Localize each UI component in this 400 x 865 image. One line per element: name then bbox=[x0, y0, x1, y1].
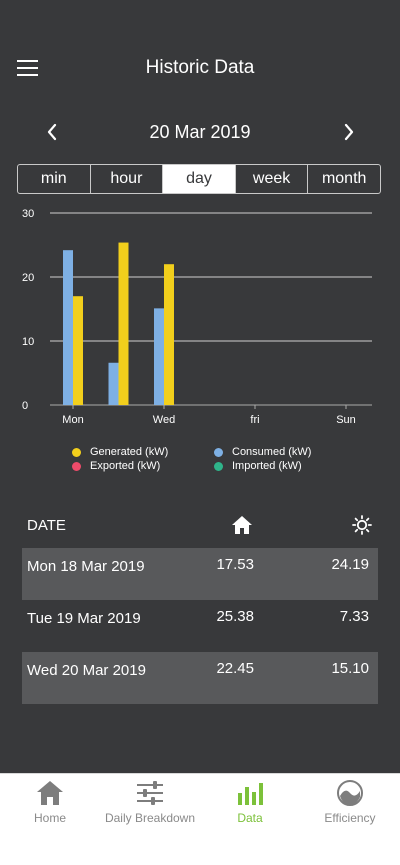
row-home-value: 22.45 bbox=[216, 660, 254, 677]
table-row[interactable]: Tue 19 Mar 2019 25.38 7.33 bbox=[22, 600, 378, 652]
screen: Historic Data 20 Mar 2019 min hour day w… bbox=[0, 0, 400, 773]
legend-dot bbox=[72, 461, 81, 471]
x-tick-label: fri bbox=[250, 414, 259, 426]
row-date: Mon 18 Mar 2019 bbox=[27, 558, 145, 575]
y-tick-label: 30 bbox=[22, 208, 34, 220]
home-icon bbox=[36, 779, 64, 807]
nav-data-label: Data bbox=[237, 811, 263, 825]
legend-imported: Imported (kW) bbox=[214, 460, 302, 472]
row-sun-value: 24.19 bbox=[331, 556, 369, 573]
gauge-icon bbox=[336, 779, 364, 807]
y-tick-label: 0 bbox=[22, 400, 28, 412]
x-tick-label: Mon bbox=[62, 414, 83, 426]
row-home-value: 17.53 bbox=[216, 556, 254, 573]
date-label: 20 Mar 2019 bbox=[149, 122, 251, 142]
legend-generated: Generated (kW) bbox=[72, 446, 168, 458]
page-title: Historic Data bbox=[145, 57, 255, 78]
legend-consumed: Consumed (kW) bbox=[214, 446, 311, 458]
bar-generated bbox=[118, 242, 129, 405]
bar-consumed bbox=[154, 308, 164, 405]
x-tick-label: Wed bbox=[153, 414, 175, 426]
home-icon bbox=[231, 515, 253, 540]
row-date: Tue 19 Mar 2019 bbox=[27, 610, 141, 627]
legend-label: Consumed (kW) bbox=[232, 446, 312, 458]
legend-label: Generated (kW) bbox=[90, 446, 169, 458]
legend-dot bbox=[214, 447, 223, 457]
bar-consumed bbox=[63, 250, 73, 405]
nav-daily-breakdown-label: Daily Breakdown bbox=[104, 811, 196, 825]
bar-generated bbox=[164, 264, 174, 405]
column-header-date: DATE bbox=[27, 517, 66, 534]
tab-min[interactable]: min bbox=[18, 165, 91, 193]
row-date: Wed 20 Mar 2019 bbox=[27, 662, 146, 679]
row-home-value: 25.38 bbox=[216, 608, 254, 625]
legend-dot bbox=[214, 461, 223, 471]
y-tick-label: 20 bbox=[22, 272, 34, 284]
tab-week[interactable]: week bbox=[236, 165, 309, 193]
tab-month[interactable]: month bbox=[321, 170, 367, 187]
nav-home-label: Home bbox=[33, 811, 66, 825]
bar-generated bbox=[73, 296, 83, 405]
tab-day[interactable]: day bbox=[163, 165, 236, 193]
y-tick-label: 10 bbox=[22, 336, 34, 348]
nav-data[interactable]: Data bbox=[200, 774, 300, 834]
legend-label: Imported (kW) bbox=[232, 460, 302, 472]
bottom-nav: Home Daily Breakdown Data Efficiency bbox=[0, 773, 400, 865]
nav-efficiency-label: Efficiency bbox=[324, 811, 376, 825]
chevron-left-icon[interactable] bbox=[40, 119, 64, 145]
sliders-icon bbox=[136, 779, 164, 807]
nav-home[interactable]: Home bbox=[0, 774, 100, 834]
nav-daily-breakdown[interactable]: Daily Breakdown bbox=[100, 774, 200, 834]
nav-efficiency[interactable]: Efficiency bbox=[300, 774, 400, 834]
legend-dot bbox=[72, 447, 81, 457]
row-sun-value: 15.10 bbox=[331, 660, 369, 677]
row-sun-value: 7.33 bbox=[339, 608, 369, 625]
table-row[interactable]: Wed 20 Mar 2019 22.45 15.10 bbox=[22, 652, 378, 704]
hamburger-icon[interactable] bbox=[17, 58, 39, 78]
tab-hour[interactable]: hour bbox=[91, 165, 164, 193]
chevron-right-icon[interactable] bbox=[337, 119, 361, 145]
period-tabs: min hour day week month bbox=[17, 164, 381, 194]
table-row[interactable]: Mon 18 Mar 2019 17.53 24.19 bbox=[22, 548, 378, 600]
table-header: DATE bbox=[22, 510, 378, 540]
sun-icon bbox=[352, 515, 372, 540]
legend-exported: Exported (kW) bbox=[72, 460, 160, 472]
bar-chart-icon bbox=[236, 779, 264, 807]
legend-label: Exported (kW) bbox=[90, 460, 161, 472]
x-tick-label: Sun bbox=[336, 414, 356, 426]
energy-bar-chart: 0 10 20 30 Mon Wed fri Sun bbox=[22, 208, 372, 426]
bar-consumed bbox=[108, 362, 119, 405]
